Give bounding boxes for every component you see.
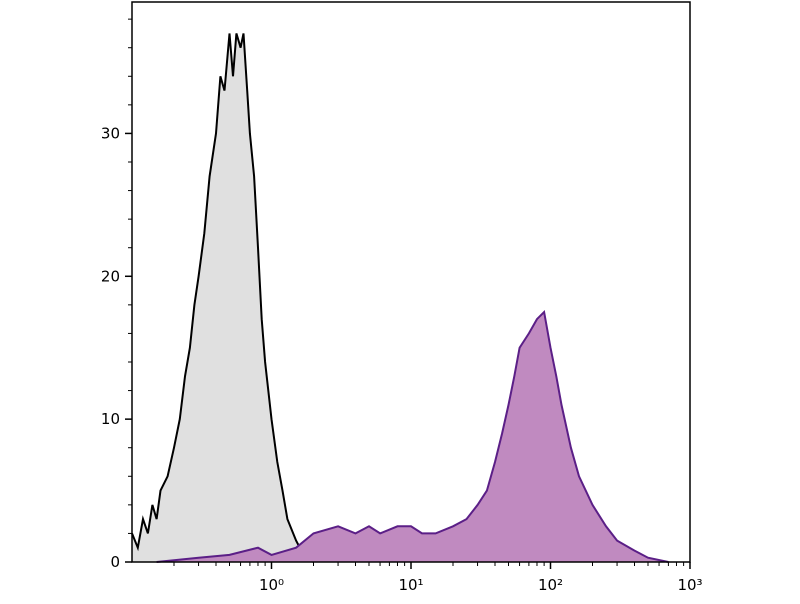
area-fill: [132, 33, 314, 562]
y-tick-label: 30: [101, 124, 120, 142]
x-tick-label: 10¹: [398, 576, 423, 594]
y-tick-label: 0: [110, 553, 120, 571]
x-tick-label: 10³: [677, 576, 702, 594]
y-tick-label: 10: [101, 410, 120, 428]
y-tick-label: 20: [101, 267, 120, 285]
histogram-line: [156, 309, 669, 563]
x-tick-label: 10²: [538, 576, 563, 594]
histogram-line: [131, 33, 315, 563]
x-tick-label: 10⁰: [259, 576, 284, 594]
area-fill: [156, 312, 669, 562]
